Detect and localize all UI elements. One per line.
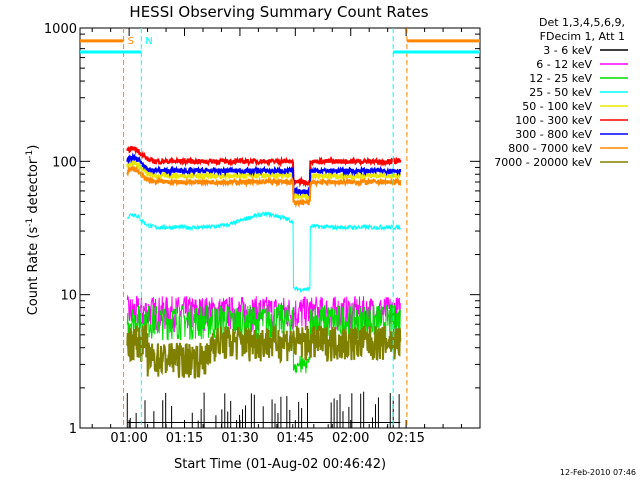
annotation-n: N: [145, 36, 152, 47]
x-tick-label: 01:45: [277, 431, 314, 446]
series-800-7000kev: [126, 164, 402, 208]
series-300-800kev: [126, 152, 402, 197]
legend-entry-label: 800 - 7000 keV: [508, 142, 592, 155]
legend-header-1: Det 1,3,4,5,6,9,: [539, 16, 625, 29]
series-7000-20000kev: [126, 322, 402, 379]
series-100-300kev: [126, 145, 402, 188]
legend-entry-label: 300 - 800 keV: [515, 128, 592, 141]
x-axis-label: Start Time (01-Aug-02 00:46:42): [174, 457, 386, 472]
legend-entry-label: 7000 - 20000 keV: [494, 156, 592, 169]
x-tick-label: 01:30: [221, 431, 258, 446]
plot-area: [79, 27, 481, 429]
legend-entry-label: 25 - 50 keV: [529, 86, 592, 99]
legend-entry-label: 3 - 6 keV: [543, 44, 592, 57]
y-tick-label: 100: [52, 155, 77, 170]
legend-entry-label: 12 - 25 keV: [529, 72, 592, 85]
y-tick-label: 10: [60, 289, 77, 304]
x-tick-label: 02:00: [332, 431, 369, 446]
y-tick-label: 1: [69, 422, 77, 437]
annotation-s: S: [128, 36, 134, 47]
y-axis-label: Count Rate (s-1 detector-1): [25, 145, 41, 316]
chart-title: HESSI Observing Summary Count Rates: [129, 3, 428, 21]
x-axis: 01:00 01:15 01:30 01:45 02:00 02:15: [91, 28, 463, 446]
x-tick-label: 02:15: [387, 431, 424, 446]
x-tick-label: 01:15: [166, 431, 203, 446]
legend-entry-label: 50 - 100 keV: [522, 100, 592, 113]
legend-header-2: FDecim 1, Att 1: [540, 30, 625, 43]
footer-timestamp: 12-Feb-2010 07:46: [560, 468, 636, 477]
series-12-25kev: [126, 303, 401, 375]
legend-entry-label: 6 - 12 keV: [536, 58, 592, 71]
series-25-50kev: [126, 211, 401, 294]
legend-entry-label: 100 - 300 keV: [515, 114, 592, 127]
y-tick-label: 1000: [44, 22, 77, 37]
x-tick-label: 01:00: [110, 431, 147, 446]
y-axis: 1 10 100 1000: [44, 22, 480, 437]
legend: Det 1,3,4,5,6,9, FDecim 1, Att 1 3 - 6 k…: [494, 16, 628, 169]
plot-frame: [79, 27, 481, 429]
series-layer: [126, 145, 402, 428]
